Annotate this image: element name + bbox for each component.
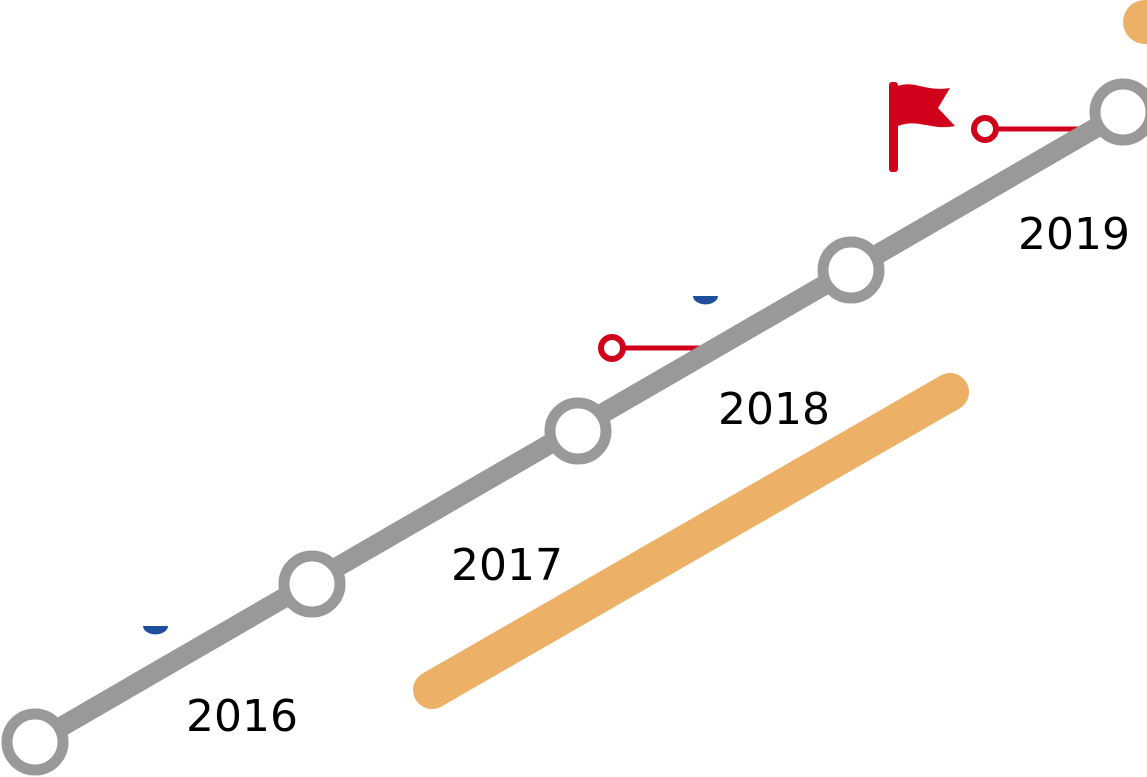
red-pin-2019 (971, 115, 999, 143)
red-pin-2018 (598, 334, 626, 362)
orange-decorative-dot (1123, 0, 1147, 44)
year-label-2019: 2019 (1018, 209, 1130, 260)
blue-marker-fragment-left (143, 626, 168, 635)
timeline-node-2019 (1089, 78, 1147, 146)
year-label-2017: 2017 (451, 540, 563, 591)
blue-marker-fragment-right (693, 296, 718, 305)
flag-icon (889, 82, 955, 172)
timeline-node-2018 (817, 236, 885, 304)
timeline-node-start (1, 708, 69, 776)
year-label-2016: 2016 (186, 691, 298, 742)
year-label-2018: 2018 (718, 384, 830, 435)
timeline-node-2016 (278, 550, 346, 618)
orange-decorative-bar (413, 373, 969, 709)
timeline-node-2017 (544, 397, 612, 465)
